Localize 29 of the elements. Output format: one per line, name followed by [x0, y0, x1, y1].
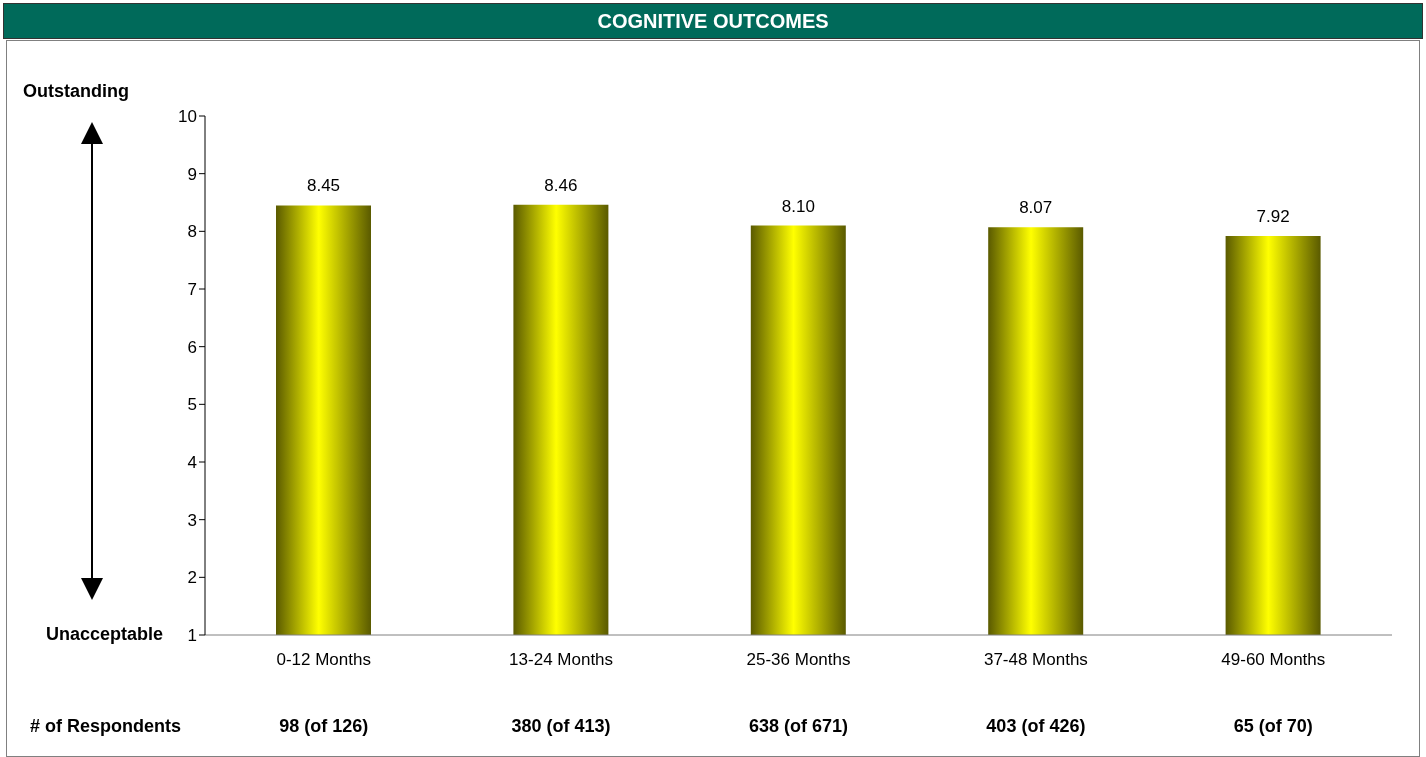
y-tick-label: 6	[187, 337, 197, 357]
data-label: 8.07	[1019, 198, 1053, 218]
x-tick-label: 0-12 Months	[276, 650, 371, 670]
data-label: 8.45	[306, 176, 341, 196]
text: Outstanding	[23, 81, 129, 102]
y-tick-label: 5	[187, 395, 197, 415]
y-tick-label: 7	[187, 280, 197, 300]
x-tick-label: 13-24 Months	[509, 650, 614, 670]
text: Unacceptable	[45, 624, 163, 645]
y-tick-label: 9	[187, 164, 197, 184]
text: 380 (of 413)	[510, 716, 612, 737]
y-tick-label: 2	[187, 568, 197, 588]
x-tick-label: 25-36 Months	[746, 650, 851, 670]
x-tick-label: 37-48 Months	[983, 650, 1088, 670]
y-tick-label: 1	[187, 626, 197, 646]
data-label: 8.10	[781, 196, 815, 216]
text: 65 (of 70)	[1232, 716, 1314, 737]
text: # of Respondents	[30, 716, 182, 737]
data-label: 8.46	[544, 175, 578, 195]
text: 638 (of 671)	[747, 716, 849, 737]
y-tick-label: 3	[187, 510, 197, 530]
y-tick-label: 8	[187, 222, 197, 242]
text: 403 (of 426)	[985, 716, 1087, 737]
chart-title: COGNITIVE OUTCOMES	[3, 3, 1423, 39]
y-tick-label: 10	[178, 107, 197, 127]
y-tick-label: 4	[187, 453, 197, 473]
x-tick-label: 49-60 Months	[1221, 650, 1326, 670]
data-label: 7.92	[1256, 206, 1290, 226]
text: 98 (of 126)	[278, 716, 370, 737]
